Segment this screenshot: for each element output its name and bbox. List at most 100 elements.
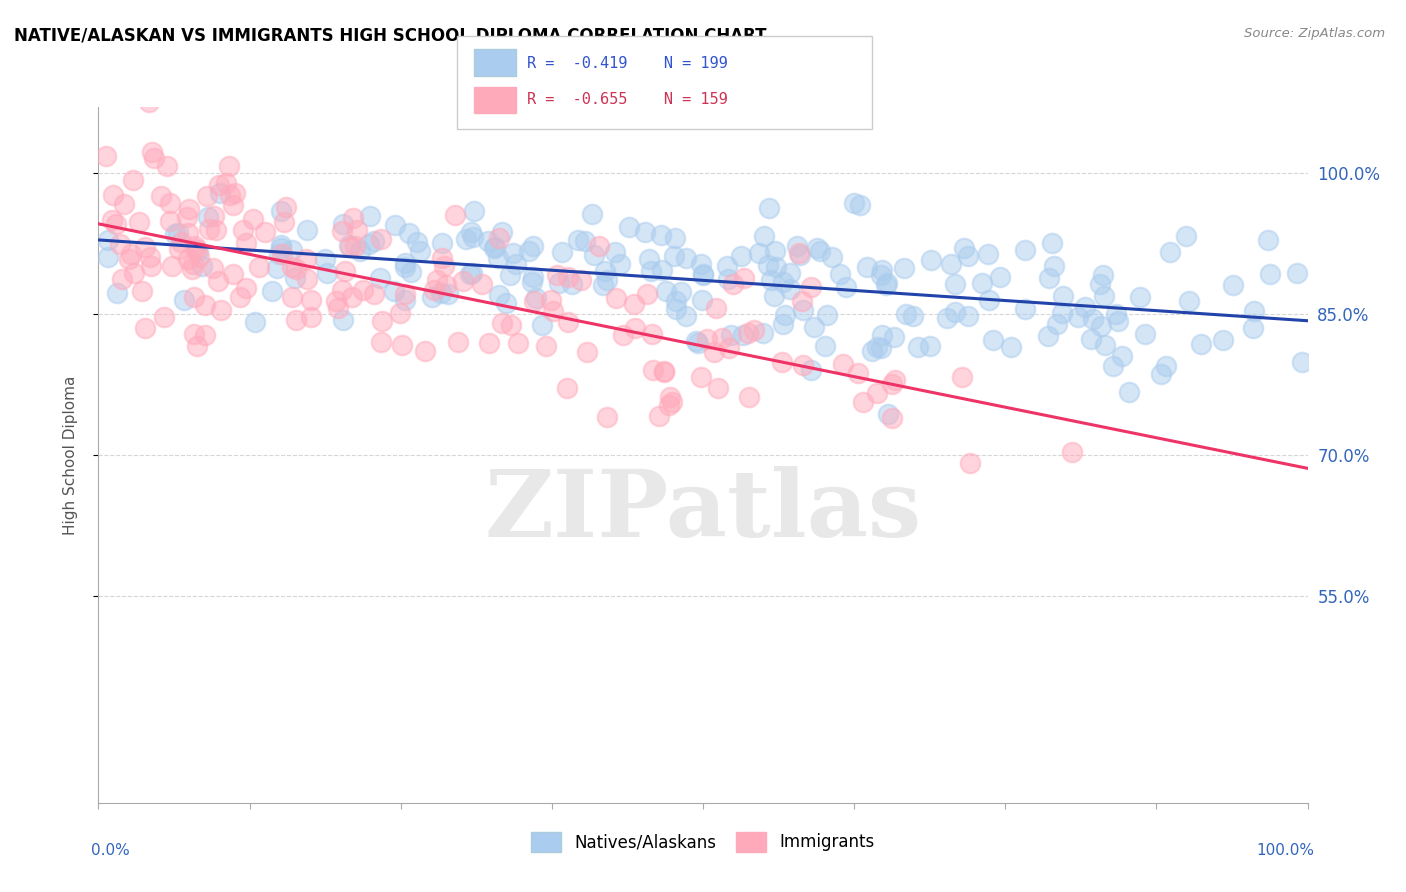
Point bbox=[648, 409, 671, 423]
Point bbox=[884, 374, 907, 388]
Point bbox=[128, 215, 150, 229]
Point bbox=[690, 369, 713, 384]
Point bbox=[641, 326, 664, 341]
Point bbox=[574, 234, 596, 248]
Point bbox=[176, 210, 198, 224]
Point bbox=[522, 269, 544, 284]
Point bbox=[1133, 327, 1156, 342]
Text: R =  -0.419    N = 199: R = -0.419 N = 199 bbox=[527, 56, 728, 70]
Point bbox=[97, 233, 120, 247]
Point bbox=[430, 251, 453, 265]
Point bbox=[357, 237, 380, 252]
Point bbox=[371, 314, 394, 328]
Point bbox=[426, 273, 449, 287]
Point bbox=[1286, 266, 1309, 280]
Point bbox=[1258, 267, 1281, 281]
Point bbox=[186, 242, 208, 256]
Point bbox=[281, 243, 304, 257]
Point bbox=[787, 246, 810, 260]
Point bbox=[561, 277, 583, 292]
Point bbox=[636, 287, 658, 301]
Point bbox=[675, 310, 697, 324]
Point bbox=[1090, 277, 1112, 292]
Point bbox=[582, 248, 605, 262]
Point bbox=[689, 256, 711, 270]
Text: ZIPatlas: ZIPatlas bbox=[485, 466, 921, 556]
Point bbox=[208, 186, 231, 200]
Point bbox=[101, 213, 124, 227]
Point bbox=[299, 310, 322, 325]
Point bbox=[344, 238, 367, 252]
Point bbox=[1074, 300, 1097, 314]
Point bbox=[759, 273, 782, 287]
Point bbox=[952, 241, 974, 255]
Y-axis label: High School Diploma: High School Diploma bbox=[63, 376, 77, 534]
Point bbox=[170, 235, 193, 250]
Point bbox=[232, 223, 254, 237]
Point bbox=[1150, 368, 1173, 382]
Point bbox=[224, 186, 246, 201]
Point bbox=[149, 188, 172, 202]
Point bbox=[104, 217, 127, 231]
Point bbox=[720, 327, 742, 342]
Point bbox=[876, 277, 898, 291]
Point bbox=[718, 342, 741, 356]
Point bbox=[737, 326, 759, 341]
Point bbox=[664, 231, 686, 245]
Point bbox=[205, 223, 228, 237]
Point bbox=[506, 335, 529, 350]
Point bbox=[499, 268, 522, 282]
Point bbox=[229, 290, 252, 304]
Point bbox=[177, 227, 200, 241]
Point bbox=[152, 310, 174, 324]
Point bbox=[531, 318, 554, 333]
Point bbox=[1101, 359, 1123, 373]
Point bbox=[790, 294, 813, 309]
Point bbox=[870, 263, 893, 277]
Point bbox=[461, 266, 484, 280]
Point bbox=[197, 222, 219, 236]
Point bbox=[207, 274, 229, 288]
Point bbox=[134, 321, 156, 335]
Point bbox=[950, 369, 973, 384]
Point bbox=[1159, 245, 1181, 260]
Point bbox=[959, 456, 981, 470]
Point bbox=[546, 268, 568, 282]
Point bbox=[870, 328, 893, 343]
Point bbox=[907, 340, 929, 354]
Point bbox=[792, 302, 814, 317]
Point bbox=[370, 232, 392, 246]
Point bbox=[1046, 317, 1069, 331]
Point bbox=[221, 198, 243, 212]
Point bbox=[502, 246, 524, 260]
Point bbox=[1104, 307, 1126, 321]
Point bbox=[803, 320, 825, 334]
Point bbox=[835, 280, 858, 294]
Point bbox=[671, 285, 693, 299]
Point bbox=[340, 290, 363, 304]
Point bbox=[596, 273, 619, 287]
Point bbox=[815, 309, 838, 323]
Point bbox=[460, 225, 482, 239]
Point bbox=[382, 284, 405, 298]
Point bbox=[208, 178, 231, 192]
Point bbox=[247, 260, 270, 274]
Point bbox=[550, 245, 572, 260]
Point bbox=[186, 338, 208, 352]
Point bbox=[765, 260, 787, 274]
Point bbox=[567, 233, 589, 247]
Point bbox=[894, 307, 917, 321]
Point bbox=[406, 235, 429, 250]
Text: R =  -0.655    N = 159: R = -0.655 N = 159 bbox=[527, 93, 728, 107]
Point bbox=[368, 271, 391, 285]
Point bbox=[662, 249, 685, 263]
Point bbox=[1090, 318, 1112, 333]
Point bbox=[284, 262, 307, 277]
Point bbox=[349, 244, 371, 258]
Point bbox=[557, 314, 579, 328]
Point bbox=[253, 225, 276, 239]
Point bbox=[742, 322, 765, 336]
Point bbox=[111, 272, 134, 286]
Point bbox=[112, 196, 135, 211]
Point bbox=[860, 344, 883, 359]
